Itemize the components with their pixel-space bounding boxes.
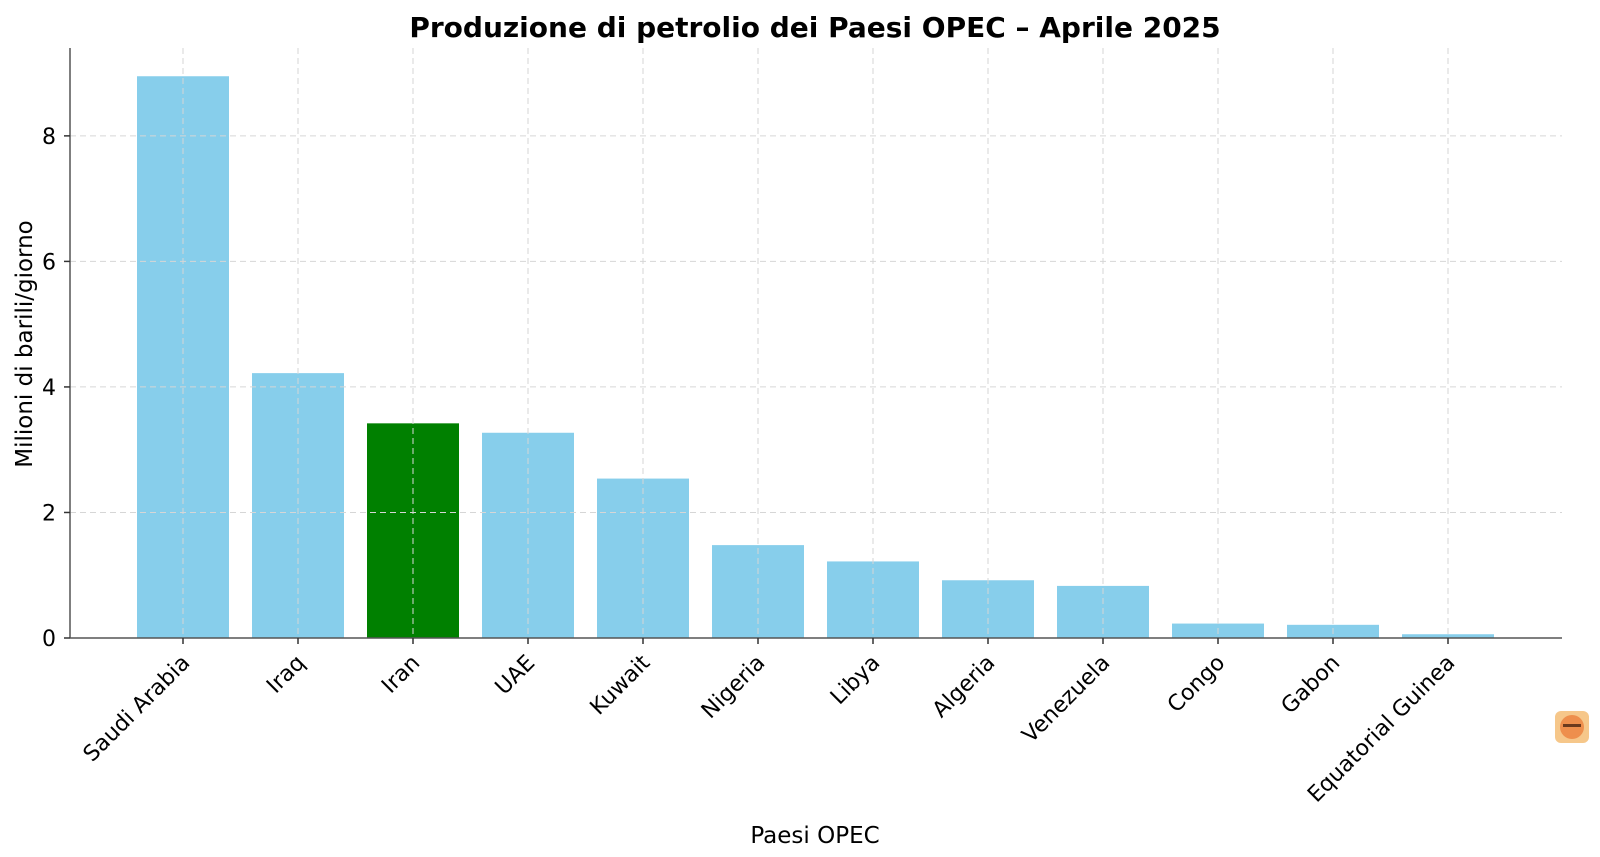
bars-layer: [137, 76, 1494, 638]
chart-title: Produzione di petrolio dei Paesi OPEC – …: [409, 11, 1220, 44]
logo-badge-icon: [1555, 711, 1589, 743]
x-tick-label: Iran: [377, 651, 425, 699]
x-tick-label: Iraq: [262, 651, 310, 699]
x-tick-label: Libya: [826, 651, 885, 710]
y-tick-label: 6: [42, 250, 56, 275]
x-axis-label: Paesi OPEC: [750, 823, 879, 849]
y-tick-label: 2: [42, 501, 56, 526]
x-tick-label: Gabon: [1277, 651, 1346, 720]
y-axis-label: Milioni di barili/giorno: [12, 220, 38, 468]
x-tick-label: Algeria: [928, 651, 1000, 723]
y-tick-label: 4: [42, 376, 56, 401]
x-tick-label: Congo: [1163, 651, 1230, 718]
x-tick-label: Saudi Arabia: [79, 651, 195, 767]
x-tick-label: UAE: [491, 651, 541, 701]
bar: [1402, 634, 1494, 638]
y-tick-label: 0: [42, 627, 56, 652]
x-tick-label: Venezuela: [1018, 651, 1116, 749]
x-tick-label: Kuwait: [586, 650, 656, 720]
x-tick-label: Nigeria: [697, 651, 770, 724]
grid-layer: [70, 48, 1562, 638]
axes-layer: [69, 48, 1562, 639]
y-tick-label: 8: [42, 125, 56, 150]
